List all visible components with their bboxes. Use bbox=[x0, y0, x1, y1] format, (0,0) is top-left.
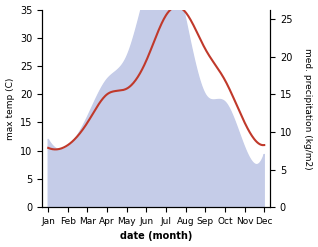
Y-axis label: max temp (C): max temp (C) bbox=[5, 77, 15, 140]
Y-axis label: med. precipitation (kg/m2): med. precipitation (kg/m2) bbox=[303, 48, 313, 169]
X-axis label: date (month): date (month) bbox=[120, 231, 192, 242]
